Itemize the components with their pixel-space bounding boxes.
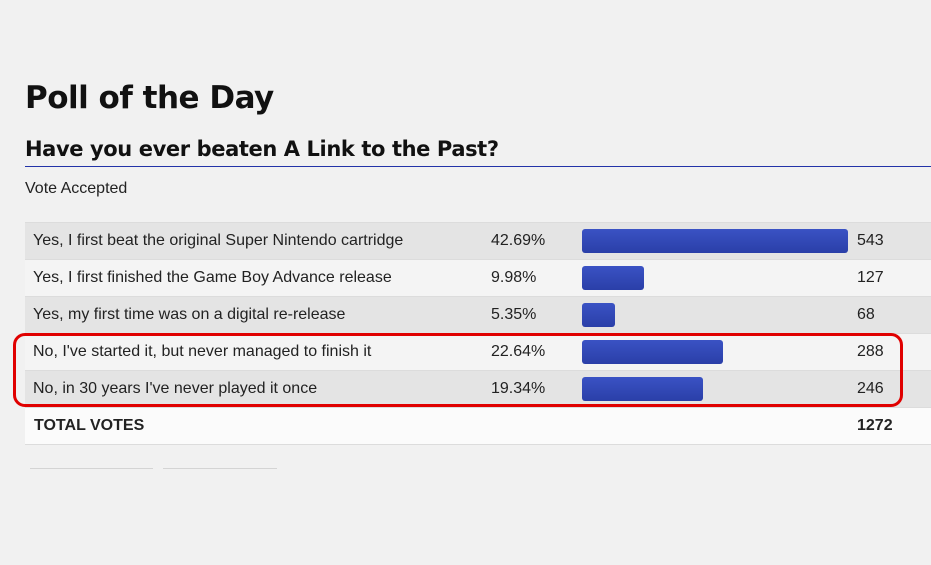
poll-question: Have you ever beaten A Link to the Past? (25, 137, 499, 161)
result-row: Yes, I first finished the Game Boy Advan… (25, 259, 931, 297)
option-label: Yes, I first beat the original Super Nin… (25, 222, 491, 260)
result-bar (582, 377, 703, 401)
tab-placeholder (163, 468, 277, 469)
option-bar-cell (582, 370, 857, 408)
option-label: Yes, my first time was on a digital re-r… (25, 296, 491, 334)
option-count: 246 (857, 370, 931, 408)
option-bar-cell (582, 259, 857, 297)
option-label: No, in 30 years I've never played it onc… (25, 370, 491, 408)
tab-placeholder (30, 468, 153, 469)
option-percent: 19.34% (491, 370, 582, 408)
vote-status: Vote Accepted (25, 180, 128, 197)
option-count: 543 (857, 222, 931, 260)
option-count: 68 (857, 296, 931, 334)
title-divider (25, 166, 931, 167)
option-bar-cell (582, 296, 857, 334)
option-percent: 22.64% (491, 333, 582, 371)
result-row: Yes, my first time was on a digital re-r… (25, 296, 931, 334)
option-percent: 9.98% (491, 259, 582, 297)
option-bar-cell (582, 333, 857, 371)
result-bar (582, 266, 644, 290)
result-bar (582, 303, 615, 327)
total-row: TOTAL VOTES 1272 (25, 407, 931, 445)
option-count: 127 (857, 259, 931, 297)
total-count: 1272 (857, 407, 931, 445)
result-row: No, in 30 years I've never played it onc… (25, 370, 931, 408)
poll-title: Poll of the Day (25, 80, 274, 116)
result-bar (582, 229, 848, 253)
option-bar-cell (582, 222, 857, 260)
result-row: No, I've started it, but never managed t… (25, 333, 931, 371)
option-percent: 42.69% (491, 222, 582, 260)
option-count: 288 (857, 333, 931, 371)
result-bar (582, 340, 723, 364)
option-label: Yes, I first finished the Game Boy Advan… (25, 259, 491, 297)
total-label: TOTAL VOTES (25, 407, 491, 445)
poll-results-table: Yes, I first beat the original Super Nin… (25, 222, 931, 445)
option-percent: 5.35% (491, 296, 582, 334)
option-label: No, I've started it, but never managed t… (25, 333, 491, 371)
result-row: Yes, I first beat the original Super Nin… (25, 222, 931, 260)
